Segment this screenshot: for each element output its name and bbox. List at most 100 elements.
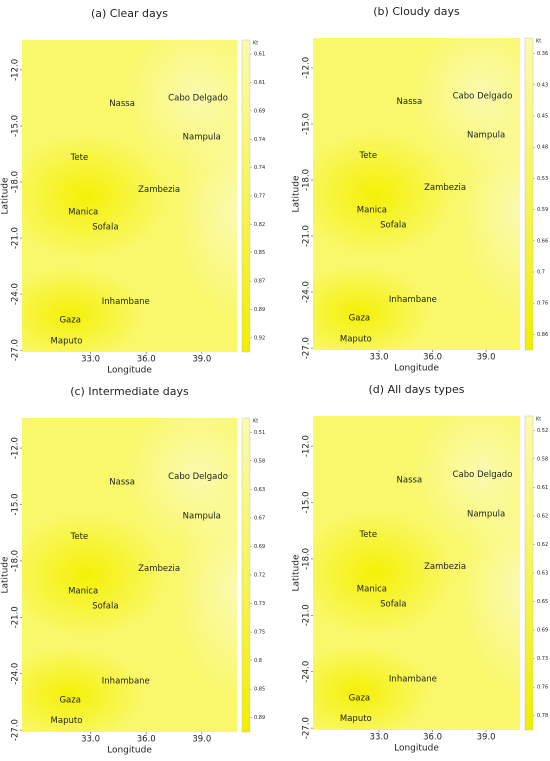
colorbar-tick-label: 0.63 [537,571,548,577]
colorbar [524,37,534,351]
colorbar-tick-label: 0.65 [537,599,548,605]
x-tick-label: 36.0 [137,735,156,745]
place-label: Sofala [380,220,406,230]
colorbar-tick-label: 0.89 [254,307,265,313]
colorbar-tick-label: 0.52 [537,428,548,434]
colorbar-tick-label: 0.78 [537,713,548,719]
colorbar-tick-label: 0.58 [254,458,265,464]
panel-title: (a) Clear days [91,7,168,20]
colorbar-tick-label: 0.73 [254,601,265,607]
y-tick-label: -27.0 [11,339,21,361]
place-label: Manica [68,207,98,217]
y-tick-label: -24.0 [302,281,312,303]
x-axis-label: Longitude [394,364,439,374]
colorbar-tick-label: 0.62 [537,542,548,548]
panel: (b) Cloudy days Longitude Latitude 33.0 36.0… [292,5,549,374]
x-tick-label: 36.0 [423,353,442,363]
colorbar-tick-label: 0.92 [254,335,265,341]
place-label: Inhambane [102,297,150,307]
y-tick-label: -18.0 [302,169,312,191]
y-tick-label: -18.0 [11,171,21,193]
place-label: Nampula [183,133,221,143]
colorbar-tick-label: 0.69 [537,628,548,634]
place-label: Manica [357,205,387,215]
x-tick-label: 39.0 [477,353,496,363]
y-tick-label: -27.0 [11,719,21,741]
colorbar [524,415,534,731]
y-tick-label: -24.0 [302,661,312,683]
y-tick-label: -12.0 [302,435,312,457]
y-tick-label: -12.0 [302,57,312,79]
x-tick-label: 33.0 [370,353,389,363]
y-tick-label: -24.0 [11,663,21,685]
colorbar-tick-label: 0.59 [537,207,548,213]
place-label: Cabo Delgado [168,93,228,103]
colorbar-tick-label: 0.48 [537,145,548,151]
place-label: Inhambane [389,295,437,305]
colorbar-label: Kt [253,41,258,47]
colorbar-tick-label: 0.82 [254,222,265,228]
place-label: Maputo [51,716,83,726]
colorbar-tick-label: 0.53 [537,176,548,182]
y-tick-label: -12.0 [11,59,21,81]
y-tick-label: -27.0 [302,717,312,739]
x-tick-label: 36.0 [423,733,442,743]
x-tick-label: 36.0 [137,355,156,365]
y-tick-label: -24.0 [11,283,21,305]
place-label: Cabo Delgado [168,472,228,482]
place-label: Gaza [59,316,80,326]
place-label: Sofala [380,600,406,610]
y-tick-label: -21.0 [302,225,312,247]
x-tick-label: 39.0 [192,355,211,365]
colorbar-tick-label: 0.76 [537,301,548,307]
y-axis-label: Latitude [292,554,302,592]
y-axis-label: Latitude [292,175,302,213]
place-label: Maputo [340,334,372,344]
panel-title: (b) Cloudy days [373,5,460,18]
y-tick-label: -15.0 [11,493,21,515]
colorbar-tick-label: 0.51 [254,430,265,436]
panel-title: (c) Intermediate days [70,385,189,398]
y-tick-label: -27.0 [302,337,312,359]
colorbar-tick-label: 0.67 [254,515,265,521]
colorbar-tick-label: 0.62 [537,513,548,519]
place-label: Tete [70,153,89,163]
colorbar-tick-label: 0.85 [254,687,265,693]
map-field [313,38,520,350]
map-field [313,416,520,730]
colorbar-tick-label: 0.8 [254,658,262,664]
place-label: Nampula [183,511,221,521]
colorbar-tick-label: 0.76 [537,685,548,691]
place-label: Maputo [340,714,372,724]
place-label: Zambezia [138,185,180,195]
colorbar-tick-label: 0.77 [254,194,265,200]
colorbar [241,417,251,733]
place-label: Sofala [92,222,118,232]
colorbar-tick-label: 0.69 [254,544,265,550]
x-tick-label: 33.0 [370,733,389,743]
colorbar-tick-label: 0.58 [537,456,548,462]
y-tick-label: -15.0 [302,113,312,135]
colorbar-tick-label: 0.74 [254,137,265,143]
x-axis-label: Longitude [107,746,152,756]
place-label: Maputo [51,336,83,346]
panel: (d) All days types Longitude Latitude 33.0 3… [292,383,549,754]
y-tick-label: -15.0 [302,491,312,513]
place-label: Manica [357,584,387,594]
place-label: Nassa [109,99,135,109]
colorbar-tick-label: 0.7 [537,270,545,276]
colorbar-tick-label: 0.87 [254,279,265,285]
colorbar-tick-label: 0.86 [537,332,548,338]
colorbar [241,39,251,353]
place-label: Tete [70,532,89,542]
map-field [22,40,237,352]
place-label: Nampula [467,131,505,141]
x-tick-label: 33.0 [81,735,100,745]
colorbar-tick-label: 0.74 [254,165,265,171]
colorbar-tick-label: 0.66 [537,238,548,244]
colorbar-tick-label: 0.89 [254,715,265,721]
y-axis-label: Latitude [1,556,11,594]
place-label: Sofala [92,602,118,612]
place-label: Zambezia [424,562,466,572]
